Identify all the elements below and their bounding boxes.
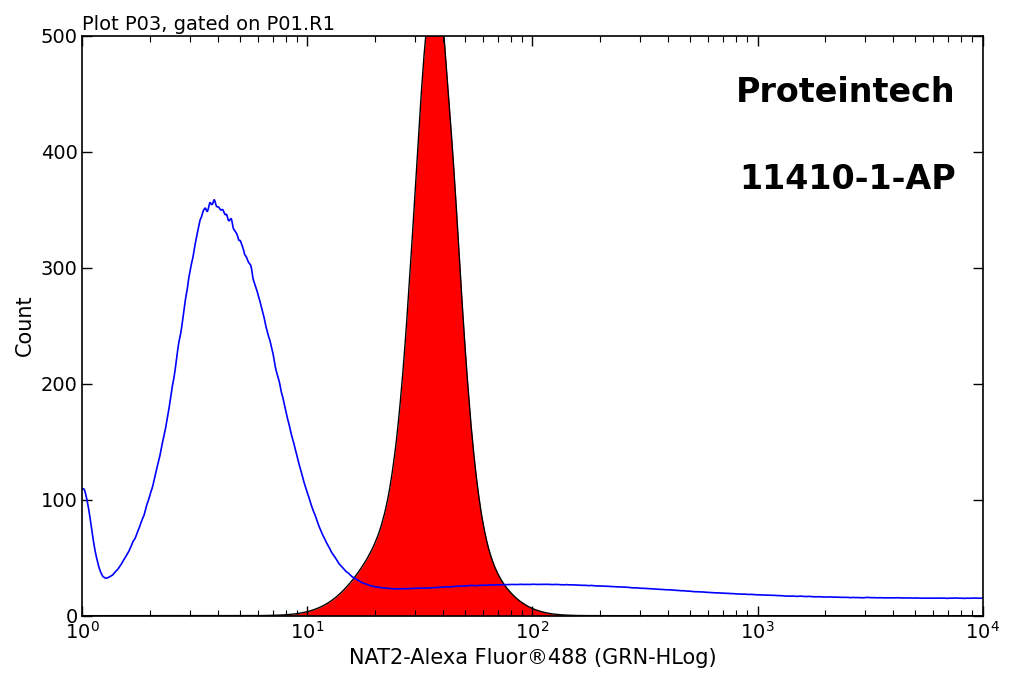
Text: Plot P03, gated on P01.R1: Plot P03, gated on P01.R1 <box>82 15 335 34</box>
X-axis label: NAT2-Alexa Fluor®488 (GRN-HLog): NAT2-Alexa Fluor®488 (GRN-HLog) <box>349 648 717 668</box>
Text: Proteintech: Proteintech <box>736 76 955 109</box>
Y-axis label: Count: Count <box>15 295 35 357</box>
Text: 11410-1-AP: 11410-1-AP <box>739 163 955 196</box>
